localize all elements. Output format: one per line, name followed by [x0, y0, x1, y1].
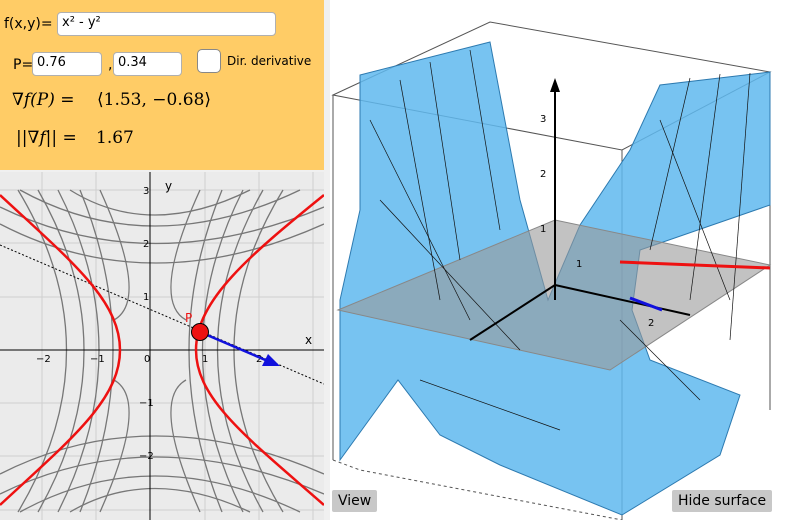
surface-canvas[interactable]: 3 2 1 1 2: [330, 0, 788, 520]
surface-graph[interactable]: 3 2 1 1 2 View Hide surface: [330, 0, 788, 520]
gradient-vector-3d: [629, 296, 663, 312]
control-panel: f(x,y)= x² - y² P= 0.76 , 0.34 Dir. deri…: [0, 0, 324, 170]
x-tick: −1: [90, 354, 105, 365]
point-comma: ,: [108, 57, 113, 73]
point-y-input[interactable]: 0.34: [113, 52, 182, 76]
point-p-label: P: [185, 311, 192, 325]
x-tick: 1: [202, 354, 208, 365]
view-divider[interactable]: [324, 0, 330, 520]
y-tick-3d: 2: [648, 318, 654, 329]
x-tick-3d: 1: [576, 259, 582, 270]
z-axis-arrow: [550, 78, 560, 92]
dir-derivative-checkbox[interactable]: [197, 49, 221, 73]
y-tick: 1: [143, 292, 149, 303]
gradient-lhs: ∇f(P) =: [12, 90, 75, 110]
hide-surface-button[interactable]: Hide surface: [672, 490, 773, 512]
y-tick: 2: [143, 239, 149, 250]
contour-curves: [0, 189, 324, 513]
x-tick: −2: [36, 354, 51, 365]
contour-canvas[interactable]: x y −2 −1 0 1 2 3 2 1 −1 −2 P: [0, 172, 324, 520]
gradient-vector: [199, 330, 271, 364]
y-axis-3d: [554, 284, 691, 316]
x-tick: 2: [256, 354, 262, 365]
level-curve-left: [0, 194, 122, 506]
gradient-value: ⟨1.53, −0.68⟩: [97, 90, 212, 110]
view-button[interactable]: View: [332, 490, 378, 512]
surface-mesh: [369, 49, 751, 431]
level-curve-right: [194, 194, 324, 506]
tangent-line-3d: [619, 260, 771, 270]
y-tick: −1: [139, 398, 154, 409]
x-axis-label: x: [305, 333, 312, 347]
point-x-input[interactable]: 0.76: [32, 52, 102, 76]
x-axis-3d: [469, 284, 556, 341]
axes: [0, 172, 324, 520]
gradient-arrow-head: [262, 354, 280, 366]
point-label: P=: [13, 57, 34, 73]
function-input[interactable]: x² - y²: [57, 12, 276, 36]
z-tick: 3: [540, 114, 546, 125]
point-p[interactable]: [191, 323, 209, 341]
x-tick: 0: [144, 354, 150, 365]
z-tick: 2: [540, 169, 546, 180]
y-tick: −2: [139, 451, 154, 462]
y-axis-label: y: [165, 179, 172, 193]
panel-divider: [0, 170, 324, 173]
norm-lhs: ||∇f|| =: [16, 128, 77, 148]
norm-value: 1.67: [96, 128, 134, 148]
contour-graph[interactable]: x y −2 −1 0 1 2 3 2 1 −1 −2 P: [0, 172, 324, 520]
y-tick: 3: [143, 186, 149, 197]
function-label: f(x,y)=: [4, 16, 53, 32]
z-tick: 1: [540, 224, 546, 235]
dir-derivative-label: Dir. derivative: [227, 54, 312, 68]
